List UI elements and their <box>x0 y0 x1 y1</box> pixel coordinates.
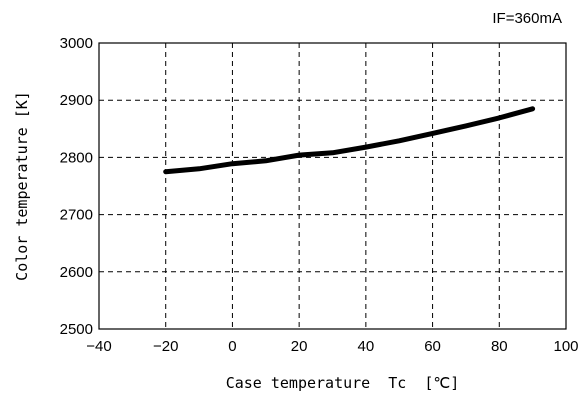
x-tick-label: 60 <box>424 338 441 355</box>
plot-area-frame <box>98 42 567 330</box>
x-tick-label: 40 <box>358 338 375 355</box>
series-line <box>163 106 536 175</box>
x-tick-label: −20 <box>153 338 178 355</box>
axis-ticks: −40 −20 0 20 40 60 80 100 2500 2600 2700 2800 2900 30… <box>60 35 579 355</box>
series-group <box>163 106 536 175</box>
y-axis-label: Color temperature [K] <box>13 91 31 281</box>
x-tick-label: 100 <box>553 338 578 355</box>
y-tick-label: 2900 <box>60 92 93 109</box>
y-tick-label: 2500 <box>60 321 93 338</box>
x-tick-label: 20 <box>291 338 308 355</box>
y-tick-label: 2800 <box>60 149 93 166</box>
y-tick-label: 2700 <box>60 207 93 224</box>
x-tick-label: −40 <box>86 338 111 355</box>
x-tick-label: 80 <box>491 338 508 355</box>
y-tick-label: 3000 <box>60 35 93 52</box>
x-tick-label: 0 <box>228 338 236 355</box>
y-tick-label: 2600 <box>60 264 93 281</box>
chart-annotation: IF=360mA <box>492 10 562 27</box>
x-axis-label: Case temperature Tc [℃] <box>226 374 460 392</box>
grid-lines <box>99 43 566 329</box>
